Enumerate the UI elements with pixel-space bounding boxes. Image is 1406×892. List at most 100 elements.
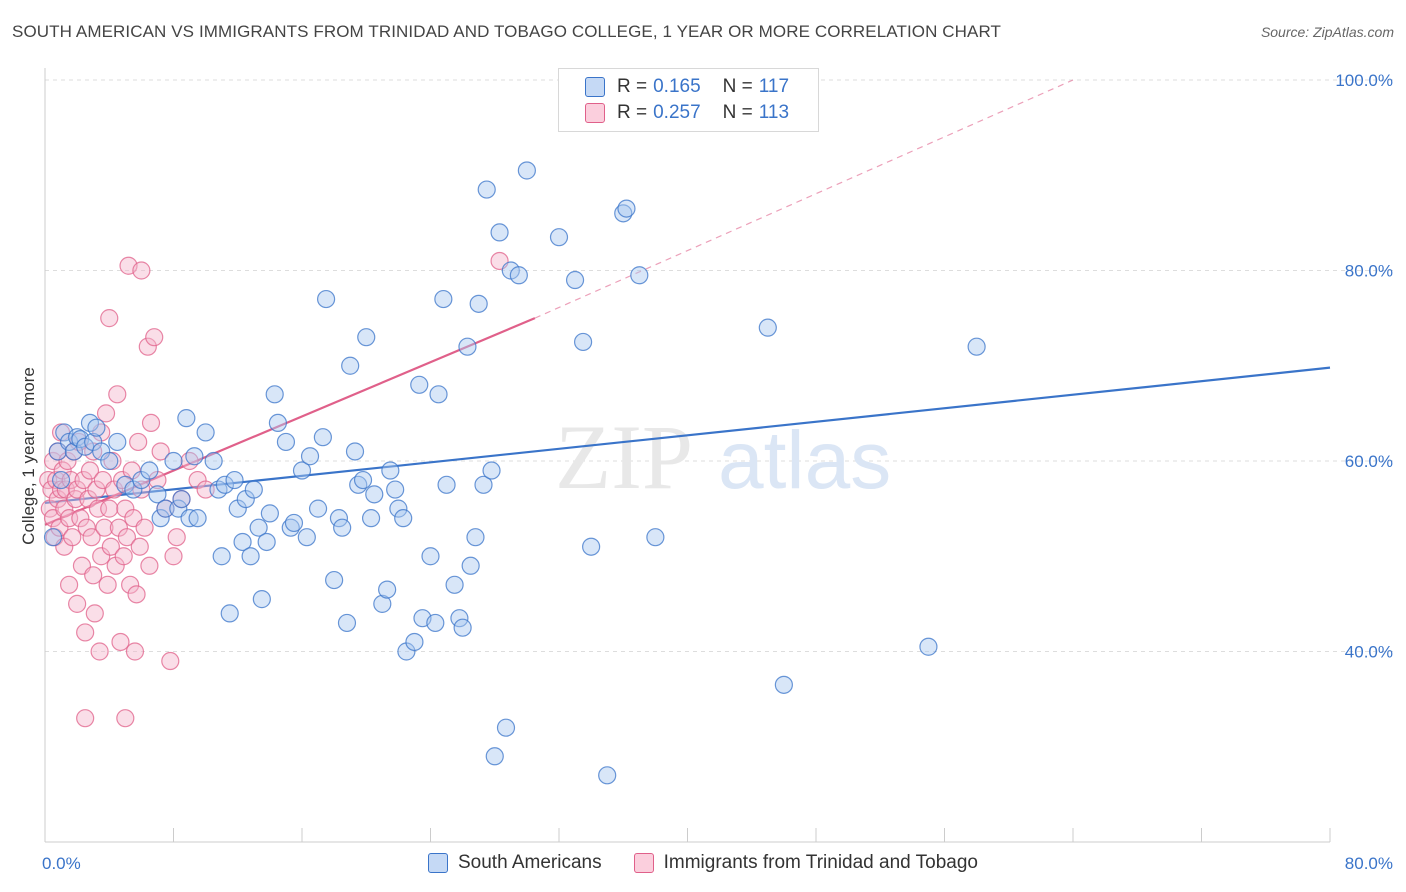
south-american-point xyxy=(474,475,493,494)
trinidad-point xyxy=(82,528,101,547)
trinidad-point xyxy=(42,480,61,499)
south-american-point xyxy=(249,518,268,537)
trinidad-point xyxy=(76,623,95,642)
bottom-legend-swatch-pink xyxy=(633,853,654,873)
south-american-point xyxy=(215,475,234,494)
trinidad-point xyxy=(117,528,137,547)
y-tick-label: 40.0% xyxy=(1345,643,1393,662)
trinidad-point xyxy=(121,575,140,594)
y-tick-label: 80.0% xyxy=(1345,262,1393,281)
south-american-trend-line xyxy=(44,366,1331,505)
legend-n-label: N = xyxy=(722,76,753,97)
south-american-point xyxy=(241,547,260,566)
south-american-point xyxy=(758,318,777,337)
trinidad-point xyxy=(111,632,130,652)
south-american-point xyxy=(573,332,593,352)
legend-r-label: R = xyxy=(617,102,648,123)
south-american-point xyxy=(469,294,488,313)
south-american-point xyxy=(212,547,231,566)
y-tick-label: 100.0% xyxy=(1335,71,1393,90)
south-american-point xyxy=(434,289,453,309)
south-american-point xyxy=(43,528,63,547)
legend-n-label: N = xyxy=(722,102,753,123)
south-american-point xyxy=(220,604,239,623)
south-american-point xyxy=(582,537,601,556)
south-american-point xyxy=(429,385,448,404)
trinidad-point xyxy=(108,385,127,404)
legend-swatch-blue xyxy=(585,77,605,97)
south-american-point xyxy=(565,270,585,290)
trinidad-point xyxy=(76,709,95,728)
watermark-zip: ZIP xyxy=(555,406,693,508)
south-american-point xyxy=(967,337,986,356)
trinidad-point xyxy=(92,547,111,566)
south-american-point xyxy=(341,356,360,375)
trinidad-point xyxy=(58,451,77,471)
watermark: ZIP atlas xyxy=(555,406,891,508)
south-american-point xyxy=(51,470,71,490)
south-american-point xyxy=(445,575,464,594)
trinidad-trend-line xyxy=(44,317,536,526)
trinidad-point xyxy=(63,528,82,547)
south-american-point xyxy=(458,337,477,356)
south-american-point xyxy=(646,528,665,547)
trinidad-point xyxy=(96,404,116,423)
south-american-point xyxy=(204,451,223,471)
bottom-legend-trinidad: Immigrants from Trinidad and Tobago xyxy=(633,852,978,874)
trinidad-point xyxy=(50,518,69,537)
south-american-point xyxy=(598,766,617,785)
south-american-point xyxy=(421,547,440,566)
bottom-legend-south-american: South Americans xyxy=(427,852,602,874)
trinidad-point xyxy=(135,518,154,537)
south-american-point xyxy=(257,532,276,552)
south-american-point xyxy=(284,513,304,533)
south-american-point xyxy=(188,509,207,528)
south-american-point xyxy=(485,747,504,766)
trend-lines xyxy=(44,79,1331,526)
south-american-point xyxy=(386,480,405,499)
legend: R = 0.165 N = 117 R = 0.257 N = 113 xyxy=(558,68,819,132)
south-american-point xyxy=(453,618,472,637)
south-american-point xyxy=(87,418,106,437)
south-american-point xyxy=(300,447,320,466)
trinidad-point xyxy=(151,442,170,461)
south-american-point xyxy=(313,428,332,447)
axes xyxy=(44,68,1331,843)
south-american-point xyxy=(148,485,167,504)
trinidad-point xyxy=(125,642,145,661)
south-american-point xyxy=(164,451,183,471)
trinidad-point xyxy=(130,537,149,556)
y-axis-title: College, 1 year or more xyxy=(19,367,38,545)
south-american-point xyxy=(297,528,316,547)
south-american-point xyxy=(365,485,384,504)
south-american-point xyxy=(490,223,509,242)
south-american-point xyxy=(461,556,480,575)
trinidad-point xyxy=(90,642,109,661)
south-american-point xyxy=(329,509,349,528)
trinidad-point xyxy=(71,509,90,528)
south-american-point xyxy=(549,228,569,247)
south-american-point xyxy=(630,266,649,285)
trinidad-point xyxy=(95,518,114,537)
south-american-point xyxy=(225,470,244,490)
south-american-point xyxy=(316,289,336,309)
south-american-point xyxy=(410,375,429,394)
south-american-point xyxy=(292,461,312,480)
south-american-point xyxy=(151,509,170,528)
south-american-point xyxy=(156,499,175,518)
watermark-atlas: atlas xyxy=(718,415,891,506)
trinidad-point xyxy=(129,432,148,452)
south-american-point xyxy=(172,490,191,509)
tick-labels: 40.0% 60.0% 80.0% 100.0% 0.0% 80.0% xyxy=(42,71,1393,873)
south-american-point xyxy=(185,447,204,466)
south-american-point xyxy=(389,499,408,518)
trinidad-point xyxy=(114,547,133,566)
south-american-point xyxy=(140,461,159,480)
south-american-point xyxy=(373,594,392,613)
south-american-point xyxy=(345,442,365,461)
x-tick-label: 80.0% xyxy=(1345,854,1393,873)
trinidad-point xyxy=(145,328,164,347)
south-american-point xyxy=(509,266,528,285)
trinidad-point xyxy=(164,547,183,566)
